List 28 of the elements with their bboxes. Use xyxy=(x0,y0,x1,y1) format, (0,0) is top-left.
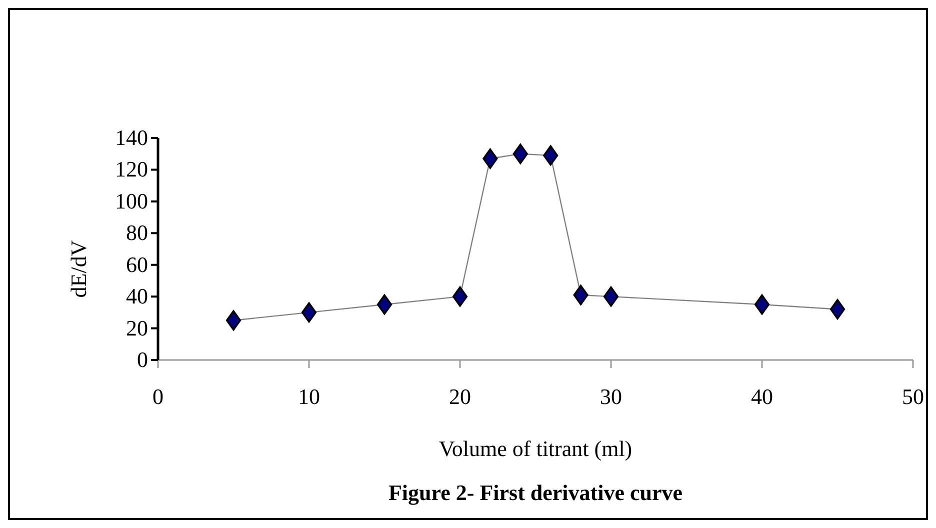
y-tick-label: 100 xyxy=(115,188,148,214)
y-tick-label: 80 xyxy=(126,220,148,246)
point xyxy=(830,299,845,320)
point xyxy=(226,310,241,330)
y-tick-label: 120 xyxy=(115,156,148,182)
point xyxy=(543,145,558,166)
text: Figure 2- First derivative curve xyxy=(388,480,683,505)
point xyxy=(573,284,588,306)
y-axis-title: dE/dV xyxy=(66,240,91,298)
y-tick-label: 20 xyxy=(126,315,148,340)
y-tick-label: 60 xyxy=(126,252,148,277)
point xyxy=(754,294,770,315)
x-tick-label: 30 xyxy=(600,384,622,409)
x-tick-label: 40 xyxy=(751,384,773,409)
x-tick-label: 20 xyxy=(449,384,471,409)
y-tick-label: 140 xyxy=(115,125,148,150)
point xyxy=(302,302,316,323)
point xyxy=(377,294,392,315)
x-tick-label: 10 xyxy=(298,384,320,409)
point xyxy=(452,286,468,307)
point xyxy=(482,148,498,169)
x-axis-title: Volume of titrant (ml) xyxy=(438,436,632,461)
point xyxy=(512,144,528,164)
point xyxy=(604,286,618,307)
x-tick-label: 0 xyxy=(152,384,164,409)
y-tick-label: 40 xyxy=(126,284,148,309)
y-tick-label: 0 xyxy=(137,347,148,372)
x-tick-label: 50 xyxy=(902,384,924,409)
